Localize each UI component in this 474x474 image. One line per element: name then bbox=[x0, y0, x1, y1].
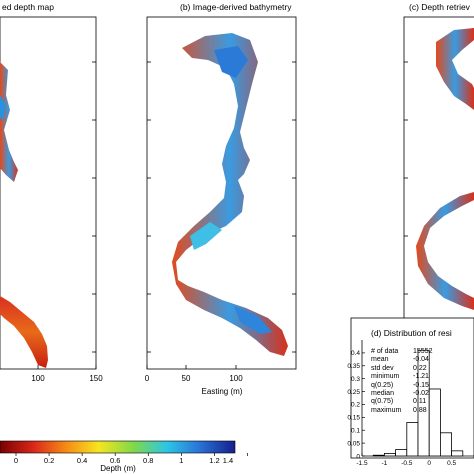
panel-a-title: ed depth map bbox=[2, 2, 54, 12]
stat-value: -0.02 bbox=[413, 390, 429, 398]
river-a-upper bbox=[0, 62, 18, 182]
stat-value: 15552 bbox=[413, 348, 433, 355]
river-b-deep-2 bbox=[190, 222, 222, 250]
b-xtick-100: 100 bbox=[229, 374, 243, 383]
y-tick-label: 0.35 bbox=[347, 363, 360, 370]
x-tick-label: 0.5 bbox=[447, 460, 456, 467]
y-tick-label: 0.15 bbox=[347, 415, 360, 422]
histogram-bar bbox=[383, 453, 396, 457]
panel-c: (c) Depth retriev bbox=[403, 2, 474, 370]
histogram-bar bbox=[406, 422, 419, 457]
colorbar-tick-label: 1.4 bbox=[223, 456, 233, 465]
stat-row: q(0.75) 0.11 bbox=[371, 398, 432, 406]
b-xlabel: Easting (m) bbox=[202, 387, 243, 396]
panel-c-title: (c) Depth retriev bbox=[409, 2, 471, 12]
river-a-lower bbox=[0, 296, 48, 368]
histogram-bar bbox=[372, 454, 385, 457]
stat-key: q(0.25) bbox=[371, 381, 394, 389]
stat-row: minimum -1.21 bbox=[371, 373, 432, 381]
stat-row: median -0.02 bbox=[371, 390, 432, 398]
colorbar-label: Depth (m) bbox=[100, 464, 136, 473]
stat-value: -0.04 bbox=[413, 356, 429, 364]
panel-d-title: (d) Distribution of resi bbox=[371, 328, 452, 338]
stat-key: minimum bbox=[371, 373, 400, 381]
colorbar-tick-label: 1 bbox=[179, 456, 183, 465]
river-b-deep-1 bbox=[214, 46, 248, 78]
stat-value: 0.11 bbox=[413, 398, 427, 406]
stat-key: std dev bbox=[371, 364, 394, 372]
x-tick-label: 0 bbox=[427, 460, 431, 467]
stat-value: -0.15 bbox=[413, 381, 429, 389]
b-xtick-0: 0 bbox=[145, 374, 150, 383]
y-tick-label: 0.2 bbox=[351, 402, 360, 409]
stat-key: mean bbox=[371, 356, 389, 364]
panel-a: ed depth map 100 150 bbox=[0, 2, 103, 383]
colorbar-tick-label: 0 bbox=[14, 456, 18, 465]
stat-key: maximum bbox=[371, 406, 402, 414]
y-tick-label: 0.3 bbox=[351, 376, 360, 383]
colorbar-gradient bbox=[0, 440, 236, 454]
stat-key: median bbox=[371, 390, 394, 398]
histogram-bar bbox=[395, 449, 408, 457]
stat-value: -1.21 bbox=[413, 373, 429, 381]
x-tick-label: -1 bbox=[382, 460, 388, 467]
stat-row: q(0.25) -0.15 bbox=[371, 382, 432, 390]
river-a-deep bbox=[0, 95, 6, 120]
histogram-bar bbox=[439, 432, 452, 457]
y-tick-label: 0.1 bbox=[351, 428, 360, 435]
stat-row: maximum 0.88 bbox=[371, 407, 432, 415]
panel-b-title: (b) Image-derived bathymetry bbox=[180, 2, 292, 12]
panel-d: (d) Distribution of resi 0 0.05 0.1 0.15 0.2… bbox=[347, 317, 474, 467]
panel-b: (b) Image-derived bathymetry 0 50 100 Ea… bbox=[145, 2, 297, 396]
stat-row: std dev 0.22 bbox=[371, 365, 432, 373]
stat-key: q(0.75) bbox=[371, 398, 394, 406]
x-tick-label: -0.5 bbox=[401, 460, 413, 467]
stat-value: 0.88 bbox=[413, 406, 427, 414]
a-xtick-150: 150 bbox=[89, 374, 103, 383]
b-xtick-50: 50 bbox=[182, 374, 191, 383]
histogram-bar bbox=[451, 450, 464, 457]
colorbar-tick-label: 1.2 bbox=[209, 456, 219, 465]
y-tick-label: 0.05 bbox=[347, 440, 360, 447]
a-xtick-100: 100 bbox=[31, 374, 45, 383]
histogram-bar bbox=[428, 388, 441, 457]
colorbar-ticks: 0 0.2 0.4 0.6 0.8 1 1.2 1.4 bbox=[14, 453, 248, 465]
colorbar: 0 0.2 0.4 0.6 0.8 1 1.2 1.4 Depth (m) bbox=[0, 440, 248, 473]
y-tick-label: 0.25 bbox=[347, 389, 360, 396]
colorbar-tick-label: 0.2 bbox=[44, 456, 54, 465]
river-c-upper bbox=[436, 28, 474, 110]
y-tick-label: 0.4 bbox=[351, 350, 360, 357]
colorbar-tick-label: 0.8 bbox=[143, 456, 153, 465]
stat-value: 0.22 bbox=[413, 364, 427, 372]
stat-row: # of data 15552 bbox=[371, 348, 432, 356]
river-b-deep-3 bbox=[234, 306, 272, 334]
stat-row: mean -0.04 bbox=[371, 356, 432, 364]
y-tick-label: 0 bbox=[356, 453, 360, 460]
x-tick-label: -1.5 bbox=[356, 460, 368, 467]
colorbar-tick-label: 0.6 bbox=[110, 456, 120, 465]
stat-key: # of data bbox=[371, 348, 399, 355]
river-b bbox=[172, 33, 288, 356]
histogram-stats: # of data 15552 mean -0.04 std dev 0.22 min… bbox=[371, 348, 432, 415]
colorbar-tick-label: 0.4 bbox=[77, 456, 87, 465]
histogram-bars bbox=[372, 349, 464, 457]
river-c-lower bbox=[416, 192, 474, 310]
